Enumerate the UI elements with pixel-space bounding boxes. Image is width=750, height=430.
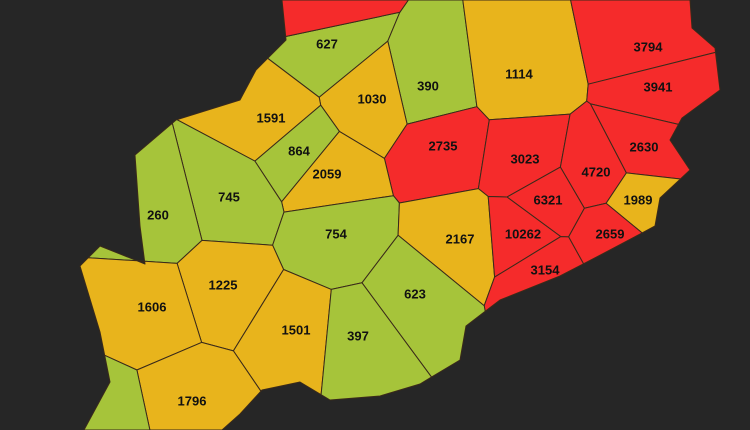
district-value: 3941: [644, 79, 673, 94]
district-value: 623: [404, 286, 426, 301]
district-value: 2630: [630, 139, 659, 154]
district-value: 10262: [505, 226, 541, 241]
district-value: 2167: [446, 231, 475, 246]
district-value: 260: [147, 207, 169, 222]
district-value: 627: [316, 36, 338, 51]
district-value: 390: [417, 78, 439, 93]
district-labels: 627 390 1114 3794 3941 1030 1591 864 2735 3023 472…: [138, 36, 673, 408]
district-value: 397: [347, 328, 369, 343]
district-value: 1606: [138, 299, 167, 314]
district: [83, 354, 151, 430]
district: [281, 0, 409, 37]
district-value: 3154: [531, 262, 561, 277]
district-value: 1030: [358, 91, 387, 106]
district-value: 3023: [511, 151, 540, 166]
district-value: 1501: [282, 322, 311, 337]
district-value: 2059: [313, 166, 342, 181]
district: [320, 282, 432, 401]
district-value: 2659: [596, 226, 625, 241]
district-value: 6321: [534, 192, 563, 207]
district-value: 864: [288, 143, 310, 158]
districts: [79, 0, 721, 430]
district-value: 1796: [178, 393, 207, 408]
district: [462, 0, 589, 121]
district-value: 2735: [429, 138, 458, 153]
district-value: 4720: [582, 164, 611, 179]
district-value: 3794: [634, 39, 664, 54]
district-value: 1114: [505, 66, 533, 81]
district-value: 1591: [257, 110, 286, 125]
district-value: 745: [218, 189, 240, 204]
district-value: 754: [325, 226, 347, 241]
district-value: 1225: [209, 277, 238, 292]
district-value: 1989: [624, 192, 653, 207]
